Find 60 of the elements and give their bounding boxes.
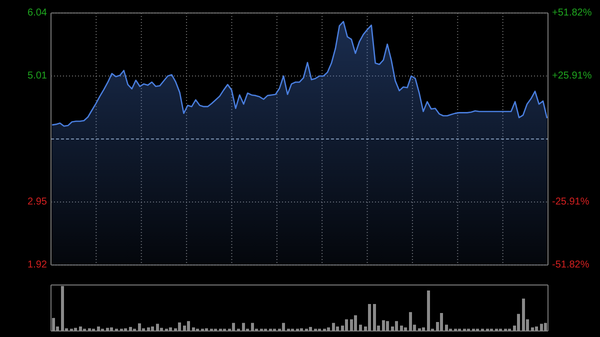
bar	[540, 324, 543, 331]
bar	[192, 327, 195, 331]
bar	[178, 322, 181, 331]
y-tick-label: 5.01	[28, 70, 48, 82]
y-tick-label: 6.04	[28, 8, 48, 19]
bar	[88, 328, 91, 331]
bar	[427, 290, 430, 331]
bar	[345, 319, 348, 331]
bar	[418, 328, 421, 331]
y2-tick-label: -51.82%	[552, 260, 590, 271]
bar	[129, 326, 132, 331]
bar	[138, 323, 141, 331]
y-tick-label: 2.95	[28, 196, 48, 208]
bar	[251, 322, 254, 331]
bar	[52, 318, 55, 331]
bar	[354, 315, 357, 331]
bar	[373, 304, 376, 331]
y2-tick-label: +51.82%	[552, 8, 592, 19]
bar	[350, 319, 353, 331]
bar	[147, 327, 150, 331]
bar	[205, 328, 208, 331]
y2-tick-label: +25.91%	[552, 70, 592, 82]
bar	[242, 322, 245, 331]
bar	[535, 326, 538, 331]
bar	[151, 326, 154, 331]
bar	[332, 322, 335, 331]
bar	[61, 286, 64, 331]
bar	[440, 313, 443, 331]
bar	[544, 322, 547, 331]
bar	[445, 324, 448, 331]
bar	[169, 327, 172, 331]
bar	[336, 326, 339, 331]
y2-tick-label: -25.91%	[552, 196, 590, 208]
bar	[309, 326, 312, 331]
bar	[74, 328, 77, 331]
bar	[522, 298, 525, 331]
bar	[386, 321, 389, 331]
bar	[187, 321, 190, 331]
bar	[97, 326, 100, 331]
bar	[400, 326, 403, 331]
bar	[106, 328, 109, 331]
bar	[382, 320, 385, 331]
bar	[531, 327, 534, 331]
bar	[368, 304, 371, 331]
bar	[404, 327, 407, 331]
bar	[282, 322, 285, 331]
bar	[517, 314, 520, 331]
bar	[395, 321, 398, 331]
bar	[79, 326, 82, 331]
bar	[160, 328, 163, 331]
bar	[422, 327, 425, 331]
bar	[124, 328, 127, 331]
bar	[110, 327, 113, 331]
bar	[156, 324, 159, 331]
bar	[300, 328, 303, 331]
y-tick-label: 1.92	[28, 260, 48, 271]
bar	[409, 312, 412, 331]
bar	[359, 324, 362, 331]
bar	[232, 322, 235, 331]
bar	[327, 327, 330, 331]
